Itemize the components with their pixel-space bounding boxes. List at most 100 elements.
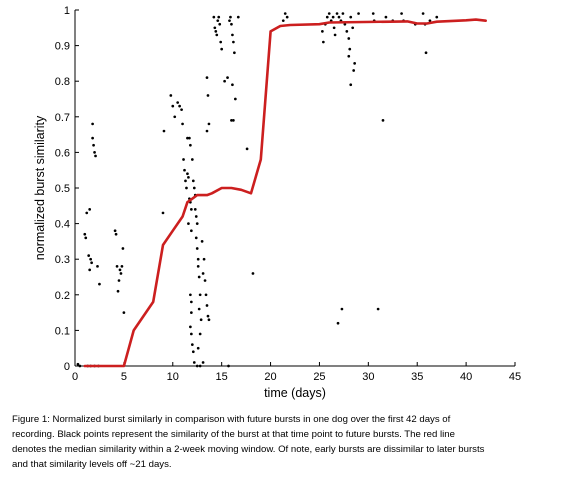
similarity-point bbox=[376, 307, 380, 311]
similarity-point bbox=[327, 12, 331, 15]
similarity-point bbox=[206, 314, 210, 318]
similarity-point bbox=[189, 325, 192, 329]
similarity-point bbox=[234, 97, 237, 101]
y-tick-label: 0.6 bbox=[55, 147, 70, 159]
x-tick-label: 40 bbox=[460, 371, 472, 383]
x-tick-label: 35 bbox=[411, 371, 423, 383]
similarity-point bbox=[220, 47, 224, 51]
y-tick-label: 0.1 bbox=[55, 325, 70, 337]
x-tick-label: 30 bbox=[362, 371, 374, 383]
similarity-point bbox=[119, 272, 123, 275]
similarity-point bbox=[219, 40, 223, 44]
similarity-point bbox=[84, 236, 88, 240]
similarity-point bbox=[207, 318, 211, 322]
similarity-point bbox=[87, 254, 91, 257]
y-tick-label: 0.7 bbox=[55, 112, 70, 124]
x-tick-label: 45 bbox=[509, 371, 521, 383]
x-axis-title: time (days) bbox=[264, 386, 326, 400]
similarity-point bbox=[424, 51, 428, 55]
median-line-layer bbox=[83, 18, 487, 368]
similarity-point bbox=[191, 350, 195, 354]
similarity-point bbox=[227, 364, 230, 368]
similarity-point bbox=[88, 268, 92, 272]
similarity-point bbox=[190, 300, 193, 304]
similarity-point bbox=[233, 51, 236, 55]
similarity-point bbox=[204, 293, 208, 297]
similarity-point bbox=[122, 311, 126, 314]
similarity-point bbox=[217, 15, 221, 19]
similarity-point bbox=[325, 15, 329, 19]
similarity-point bbox=[336, 321, 340, 325]
similarity-point bbox=[215, 33, 219, 37]
similarity-point bbox=[207, 122, 211, 126]
similarity-point bbox=[78, 364, 82, 368]
similarity-point bbox=[183, 168, 186, 172]
similarity-point bbox=[193, 208, 197, 211]
similarity-point bbox=[285, 15, 289, 19]
similarity-point bbox=[205, 304, 209, 307]
similarity-point bbox=[187, 222, 190, 225]
y-tick-label: 0 bbox=[64, 361, 70, 373]
similarity-point bbox=[192, 361, 196, 364]
similarity-point bbox=[196, 264, 200, 268]
similarity-point bbox=[161, 211, 165, 215]
similarity-point bbox=[198, 293, 202, 297]
similarity-point bbox=[341, 12, 345, 15]
similarity-point bbox=[162, 129, 166, 133]
x-tick-label: 20 bbox=[264, 371, 276, 383]
similarity-point bbox=[223, 79, 226, 83]
x-tick-label: 5 bbox=[121, 371, 127, 383]
y-tick-label: 0.8 bbox=[55, 76, 70, 88]
similarity-point bbox=[199, 318, 203, 322]
similarity-point bbox=[191, 179, 195, 183]
median-similarity-line bbox=[83, 18, 487, 368]
similarity-point bbox=[198, 364, 202, 368]
similarity-point bbox=[85, 211, 89, 215]
figure-caption: Figure 1: Normalized burst similarly in … bbox=[12, 412, 556, 472]
similarity-point bbox=[230, 22, 233, 26]
similarity-point bbox=[190, 158, 194, 161]
similarity-point bbox=[195, 222, 199, 225]
similarity-point bbox=[202, 257, 206, 261]
caption-line: and that similarity levels off ~21 days. bbox=[12, 459, 172, 470]
similarity-point bbox=[435, 15, 439, 19]
similarity-point bbox=[88, 208, 92, 211]
similarity-point bbox=[197, 307, 201, 311]
similarity-point bbox=[216, 19, 220, 23]
similarity-point bbox=[118, 268, 122, 272]
similarity-point bbox=[332, 26, 336, 30]
similarity-point bbox=[400, 12, 403, 15]
similarity-point bbox=[76, 362, 80, 366]
similarity-point bbox=[322, 40, 325, 44]
similarity-point bbox=[228, 19, 231, 23]
similarity-point bbox=[349, 15, 353, 19]
similarity-point bbox=[180, 108, 183, 112]
similarity-point bbox=[91, 136, 94, 140]
x-tick-label: 25 bbox=[313, 371, 325, 383]
x-tick-label: 15 bbox=[216, 371, 228, 383]
similarity-point bbox=[181, 122, 184, 126]
similarity-point bbox=[421, 12, 425, 15]
similarity-point bbox=[115, 264, 119, 268]
similarity-point bbox=[201, 361, 205, 364]
similarity-point bbox=[178, 104, 181, 108]
similarity-point bbox=[245, 147, 249, 151]
similarity-point bbox=[201, 272, 205, 275]
similarity-point bbox=[173, 115, 177, 119]
similarity-point bbox=[384, 15, 388, 19]
similarity-point bbox=[117, 279, 121, 282]
x-tick-label: 0 bbox=[72, 371, 78, 383]
similarity-point bbox=[96, 264, 99, 268]
similarity-point bbox=[347, 37, 351, 40]
similarity-point bbox=[232, 40, 235, 44]
similarity-point bbox=[371, 12, 375, 15]
similarity-point bbox=[195, 364, 199, 368]
similarity-point bbox=[196, 346, 200, 350]
similarity-point bbox=[321, 30, 324, 33]
similarity-point bbox=[114, 232, 118, 236]
similarity-point bbox=[113, 229, 117, 233]
similarity-point bbox=[190, 332, 193, 336]
similarity-point bbox=[205, 129, 209, 133]
similarity-point bbox=[381, 119, 385, 122]
similarity-point bbox=[230, 119, 233, 122]
